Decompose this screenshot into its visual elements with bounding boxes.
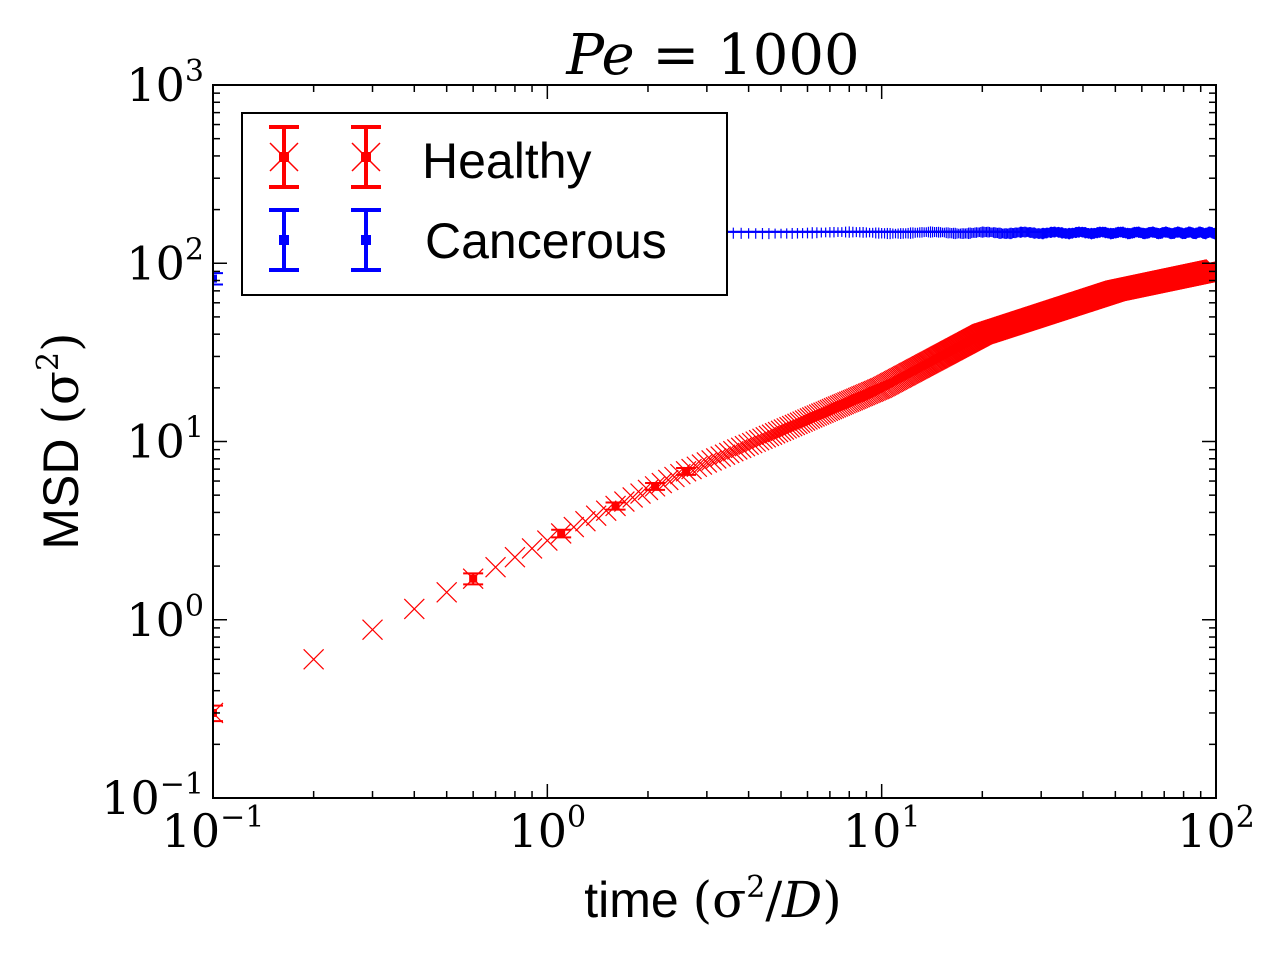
data-point [686, 456, 708, 478]
data-point [403, 598, 425, 620]
x-tick-label: 101 [843, 800, 921, 858]
data-point [779, 416, 800, 438]
y-tick-label: 103 [126, 54, 204, 112]
y-tick-label: 101 [126, 411, 204, 469]
legend-markers [269, 125, 381, 272]
x-tick-label: 102 [1177, 800, 1255, 858]
error-bar-cap [611, 501, 620, 510]
data-point [575, 510, 596, 532]
error-bar [213, 704, 223, 723]
data-point [657, 469, 679, 491]
error-bar-cap [213, 274, 217, 283]
data-point [784, 414, 806, 436]
data-point [710, 446, 732, 467]
error-bar-cap [682, 467, 691, 476]
data-point [776, 417, 798, 439]
legend: Healthy Cancerous [241, 112, 728, 296]
data-point [810, 403, 832, 425]
x-tick-label: 10−1 [162, 800, 265, 858]
data-point [813, 402, 834, 424]
legend-label-healthy: Healthy [422, 133, 592, 189]
data-point [714, 444, 736, 466]
data-point [536, 530, 558, 551]
axes [212, 84, 1217, 799]
data-point [563, 516, 585, 538]
data-point [585, 505, 607, 527]
series-healthy [213, 259, 1216, 724]
data-point [770, 420, 792, 442]
error-bar-cap [469, 574, 478, 583]
series-layer [213, 226, 1216, 724]
chart-title: Pe = 1000 [565, 23, 859, 88]
data-point [630, 483, 651, 505]
data-point [734, 435, 756, 457]
data-point [738, 434, 760, 456]
data-point [726, 439, 748, 460]
x-tick-label: 100 [509, 800, 587, 858]
legend-x-marker [351, 142, 381, 172]
tick-labels: 10−1 100 101 102 10−1 100 101 102 103 [101, 54, 1255, 858]
legend-marker-core [279, 235, 289, 245]
data-point [436, 581, 458, 603]
data-point [767, 421, 789, 443]
data-point [718, 442, 740, 464]
data-point [819, 399, 841, 421]
y-tick-label: 102 [126, 232, 204, 290]
y-tick-label: 10−1 [101, 767, 204, 825]
data-point [745, 431, 767, 453]
data-point [521, 537, 543, 559]
data-point [844, 388, 866, 410]
y-tick-label: 100 [126, 589, 204, 647]
legend-label-cancerous: Cancerous [425, 213, 667, 269]
error-bar [213, 272, 223, 286]
legend-marker-core [361, 235, 371, 245]
data-point [303, 648, 325, 670]
series-cancerous [213, 226, 1216, 286]
error-bar-cap [651, 482, 660, 491]
x-axis-label: time (σ2/D) [584, 870, 842, 929]
data-point [741, 432, 763, 454]
data-point [845, 388, 867, 410]
data-point [815, 401, 837, 423]
legend-x-marker [269, 142, 299, 172]
data-point [773, 419, 795, 441]
data-point [787, 413, 808, 435]
data-point [664, 466, 685, 488]
data-point [485, 556, 506, 578]
data-point [840, 390, 862, 412]
data-point [504, 546, 526, 568]
data-point [817, 400, 839, 422]
data-point [722, 440, 744, 462]
data-point [730, 437, 752, 459]
data-point [781, 415, 803, 437]
data-point [842, 389, 864, 411]
data-point [808, 404, 830, 425]
error-bar-cap [557, 529, 566, 538]
data-point [622, 487, 644, 508]
data-point [362, 619, 383, 641]
y-axis-label: MSD (σ2) [31, 332, 90, 549]
legend-frame [241, 112, 728, 296]
